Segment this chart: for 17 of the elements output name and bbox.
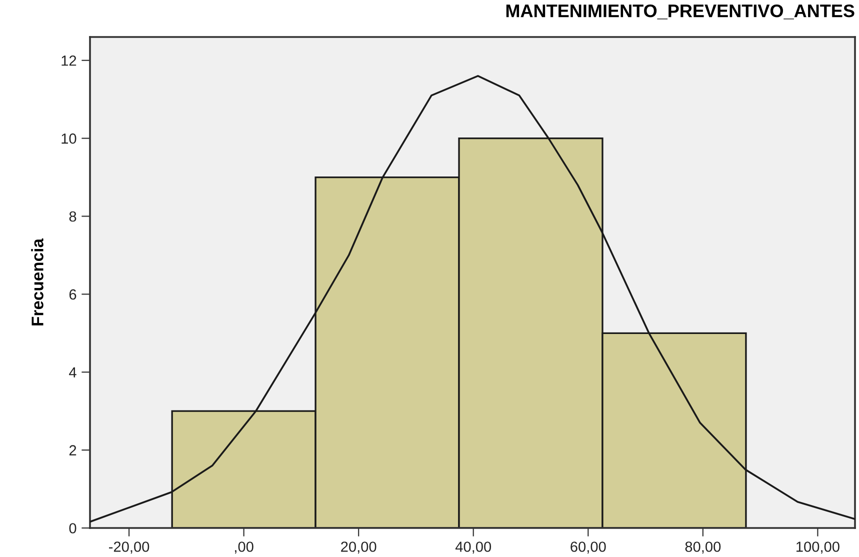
y-tick-label: 10 bbox=[62, 133, 76, 144]
x-tick-label: 40,00 bbox=[455, 542, 492, 554]
y-tick-label: 4 bbox=[69, 367, 76, 378]
x-tick-label: ,00 bbox=[234, 542, 254, 554]
x-tick-label: 20,00 bbox=[341, 542, 376, 554]
y-tick-label: 6 bbox=[69, 289, 76, 300]
y-tick-label: 8 bbox=[69, 211, 76, 222]
y-axis-title: Frecuencia bbox=[31, 238, 44, 326]
line-series bbox=[90, 75, 855, 523]
y-tick-label: 12 bbox=[62, 55, 76, 66]
chart-title: MANTENIMIENTO_PREVENTIVO_ANTES bbox=[506, 4, 854, 20]
x-tick-label: 80,00 bbox=[685, 542, 721, 554]
y-tick-label: 0 bbox=[69, 523, 76, 534]
y-tick-label: 2 bbox=[69, 445, 76, 456]
x-tick-label: -20,00 bbox=[109, 542, 150, 554]
x-tick-label: 100,00 bbox=[796, 542, 840, 554]
x-tick-label: 60,00 bbox=[570, 542, 606, 554]
